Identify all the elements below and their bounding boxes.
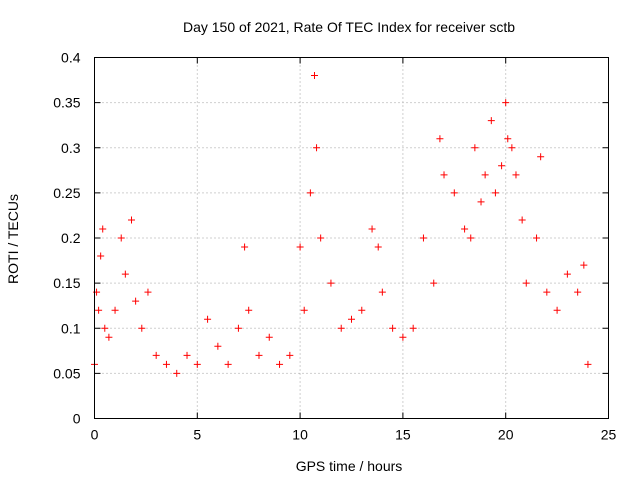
data-point [95, 306, 103, 314]
x-tick-label: 25 [601, 427, 617, 443]
data-point [162, 360, 170, 368]
data-point [537, 153, 545, 161]
data-point [502, 99, 510, 107]
y-tick-label: 0.35 [53, 95, 80, 111]
data-point [467, 234, 475, 242]
data-point [358, 306, 366, 314]
chart-title: Day 150 of 2021, Rate Of TEC Index for r… [183, 19, 515, 35]
data-point [491, 189, 499, 197]
x-tick-label: 0 [91, 427, 99, 443]
data-point [440, 171, 448, 179]
data-point [498, 162, 506, 170]
data-point [461, 225, 469, 233]
x-tick-label: 15 [395, 427, 411, 443]
y-tick-label: 0.1 [61, 320, 81, 336]
data-point [300, 306, 308, 314]
data-points [91, 72, 592, 377]
data-point [504, 135, 512, 143]
data-point [276, 360, 284, 368]
data-point [286, 351, 294, 359]
data-point [419, 234, 427, 242]
data-point [471, 144, 479, 152]
y-tick-label: 0.25 [53, 185, 80, 201]
x-tick-label: 5 [193, 427, 201, 443]
data-point [436, 135, 444, 143]
data-point [121, 270, 129, 278]
data-point [241, 243, 249, 251]
data-point [337, 324, 345, 332]
data-point [378, 288, 386, 296]
y-tick-label: 0.2 [61, 230, 81, 246]
data-point [255, 351, 263, 359]
data-point [138, 324, 146, 332]
data-point [508, 144, 516, 152]
x-tick-label: 20 [498, 427, 514, 443]
y-axis-label: ROTI / TECUs [5, 194, 21, 284]
data-point [234, 324, 242, 332]
data-point [173, 369, 181, 377]
data-point [399, 333, 407, 341]
data-point [183, 351, 191, 359]
data-point [144, 288, 152, 296]
data-point [522, 279, 530, 287]
data-point [477, 198, 485, 206]
data-point [487, 117, 495, 125]
data-point [105, 333, 113, 341]
data-point [265, 333, 273, 341]
data-point [327, 279, 335, 287]
data-point [132, 297, 140, 305]
data-point [310, 72, 318, 80]
data-point [101, 324, 109, 332]
data-point [348, 315, 355, 323]
data-point [543, 288, 551, 296]
data-point [313, 144, 321, 152]
x-tick-label: 10 [292, 427, 308, 443]
data-point [117, 234, 125, 242]
data-point [580, 261, 588, 269]
data-point [533, 234, 541, 242]
data-point [481, 171, 489, 179]
data-point [374, 243, 382, 251]
data-point [97, 252, 105, 260]
data-point [518, 216, 526, 224]
axis-ticks: 0 5 10 15 20 25 0 0.05 0.1 0.15 0.2 0.25 0.3 0.35 0.4 [53, 50, 616, 443]
data-point [224, 360, 232, 368]
data-point [553, 306, 561, 314]
y-tick-label: 0.4 [61, 50, 81, 66]
data-point [512, 171, 520, 179]
data-point [99, 225, 107, 233]
data-point [584, 360, 592, 368]
data-point [306, 189, 314, 197]
data-point [128, 216, 136, 224]
data-point [296, 243, 304, 251]
data-point [204, 315, 212, 323]
data-point [317, 234, 325, 242]
y-tick-label: 0.05 [53, 365, 80, 381]
data-point [152, 351, 160, 359]
data-point [214, 342, 222, 350]
y-tick-label: 0.3 [61, 140, 81, 156]
y-tick-label: 0.15 [53, 275, 80, 291]
data-point [430, 279, 438, 287]
data-point [193, 360, 201, 368]
y-tick-label: 0 [73, 411, 81, 427]
data-point [563, 270, 571, 278]
grid-layer [94, 57, 609, 419]
data-point [245, 306, 253, 314]
data-point [389, 324, 397, 332]
data-point [450, 189, 458, 197]
data-point [409, 324, 417, 332]
x-axis-label: GPS time / hours [296, 458, 403, 474]
data-point [574, 288, 582, 296]
data-point [368, 225, 376, 233]
data-point [111, 306, 119, 314]
